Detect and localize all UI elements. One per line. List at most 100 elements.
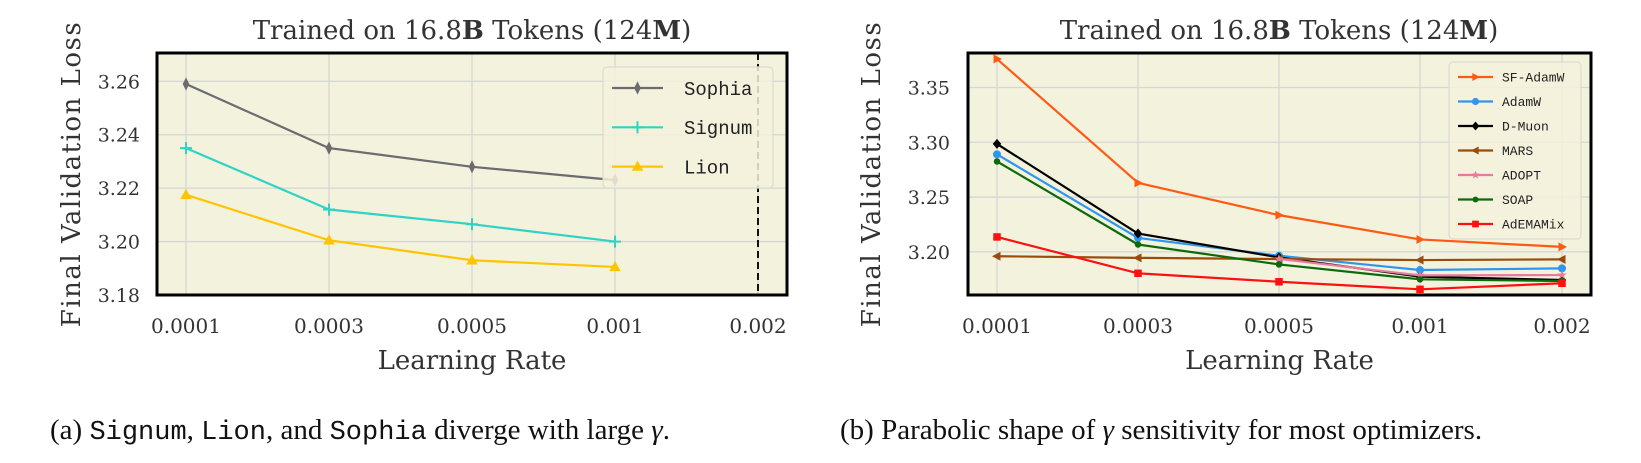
legend-item-soap: SOAP (1458, 193, 1533, 208)
series-adopt (1274, 253, 1567, 280)
legend-item-adopt: ADOPT (1458, 169, 1541, 184)
caption-a-sep1: , (186, 414, 194, 446)
data-point-mars (992, 251, 1001, 261)
data-point-signum (180, 142, 192, 155)
legend-item-ademamix: AdEMAMix (1458, 218, 1565, 233)
data-point-adamw (1558, 264, 1566, 273)
series-group (992, 54, 1567, 294)
data-point-soap (1416, 276, 1424, 283)
chart-panel-b: 0.0001 0.0003 0.0005 0.001 0.002 3.20 3.25 3.30… (857, 16, 1593, 376)
y-tick-label: 3.26 (98, 71, 140, 93)
data-point-d-muon (992, 138, 1002, 149)
data-point-ademamix (1275, 277, 1283, 286)
legend-item-lion: Lion (612, 157, 730, 179)
legend-box (1448, 61, 1582, 240)
series-ademamix (993, 233, 1566, 294)
data-point-adamw (1416, 266, 1424, 275)
x-tick-label: 0.001 (1391, 314, 1448, 338)
figure: 0.0001 0.0003 0.0005 0.001 0.002 3.18 3.20 3.22… (57, 16, 1593, 376)
series-group (180, 77, 621, 272)
data-point-lion (180, 188, 192, 200)
data-point-d-muon (1133, 228, 1143, 239)
data-point-sf-adamw (993, 54, 1002, 64)
y-tick-label: 3.22 (98, 178, 140, 200)
legend-label: AdEMAMix (1502, 218, 1565, 233)
y-tick-label: 3.18 (98, 285, 140, 307)
data-point-sf-adamw (1416, 234, 1425, 244)
data-point-ademamix (1558, 279, 1566, 288)
caption-a-end: . (662, 414, 670, 446)
legend-marker-mars (1471, 146, 1479, 155)
caption-a-sep2: , and (265, 414, 323, 446)
data-point-sf-adamw (1134, 178, 1143, 188)
legend-marker-lion (631, 160, 644, 171)
legend-marker-sf-adamw (1472, 72, 1480, 82)
data-point-adopt (1274, 253, 1284, 264)
y-tick-label: 3.30 (908, 132, 950, 154)
legend-item-signum: Signum (612, 118, 752, 140)
data-point-ademamix (1134, 269, 1142, 278)
y-axis-label: Final Validation Loss (857, 21, 887, 327)
legend-label: MARS (1502, 144, 1533, 159)
data-point-soap (1134, 241, 1142, 248)
legend-item-adamw: AdamW (1458, 95, 1541, 110)
legend-marker-signum (631, 121, 644, 134)
x-tick-label: 0.0003 (1103, 314, 1173, 338)
data-point-sf-adamw (1275, 210, 1284, 220)
data-point-signum (609, 235, 621, 248)
legend-item-d-muon: D-Muon (1458, 120, 1549, 135)
y-tick-label: 3.25 (908, 187, 950, 209)
caption-a-sophia: Sophia (329, 418, 427, 448)
x-tick-label: 0.001 (586, 314, 643, 338)
caption-b-label: (b) (840, 414, 874, 446)
legend-marker-adopt (1471, 170, 1480, 179)
y-tick-label: 3.35 (908, 78, 950, 100)
legend-marker-sophia (634, 81, 641, 95)
caption-a-lion: Lion (201, 418, 266, 448)
legend: Sophia Signum Lion (602, 66, 774, 189)
x-tick-label: 0.0005 (1244, 314, 1314, 338)
legend-label: Sophia (684, 79, 752, 101)
caption-a-label: (a) (50, 414, 83, 446)
x-tick-label: 0.002 (729, 314, 786, 338)
legend-marker-d-muon (1471, 121, 1480, 131)
data-point-lion (323, 234, 335, 245)
series-line-lion (185, 193, 616, 269)
caption-b-post: sensitivity for most optimizers. (1121, 414, 1483, 446)
caption-a-rest: diverge with large (434, 414, 644, 446)
series-line-signum (185, 147, 616, 243)
legend-label: SOAP (1502, 193, 1533, 208)
data-point-lion (609, 260, 621, 272)
data-point-soap (993, 158, 1001, 165)
plot-frame (155, 51, 789, 297)
legend: SF-AdamW AdamW D-Muon MARS ADOPT SOAP AdEMAMix (1448, 61, 1582, 240)
caption-b-pre: Parabolic shape of (881, 414, 1096, 446)
chart-panel-a: 0.0001 0.0003 0.0005 0.001 0.002 3.18 3.20 3.22… (57, 16, 789, 376)
data-point-sophia (182, 77, 190, 91)
data-point-signum (466, 218, 478, 231)
caption-b-gamma-symbol: γ (1102, 414, 1114, 446)
x-tick-label: 0.0001 (151, 314, 221, 338)
series-sf-adamw (993, 54, 1567, 252)
legend-item-mars: MARS (1458, 144, 1533, 159)
legend-item-sf-adamw: SF-AdamW (1458, 71, 1565, 86)
x-tick-label: 0.002 (1533, 314, 1590, 338)
legend-label: Signum (684, 118, 752, 140)
data-point-mars (1415, 255, 1424, 265)
y-tick-label: 3.20 (908, 242, 950, 264)
legend-item-sophia: Sophia (612, 79, 752, 101)
caption-a-signum: Signum (89, 418, 187, 448)
y-axis-label: Final Validation Loss (57, 21, 87, 327)
chart-title: Trained on 16.8B Tokens (124M) (1060, 16, 1499, 46)
y-tick-label: 3.20 (98, 232, 140, 254)
legend-label: ADOPT (1502, 169, 1541, 184)
series-signum (180, 142, 621, 248)
legend-box (602, 66, 774, 189)
legend-marker-soap (1472, 196, 1479, 203)
data-point-signum (323, 203, 335, 216)
legend-marker-adamw (1471, 97, 1480, 106)
x-axis-label: Learning Rate (1185, 346, 1374, 376)
series-lion (180, 188, 621, 272)
data-point-ademamix (993, 233, 1001, 241)
data-point-adamw (993, 150, 1001, 159)
